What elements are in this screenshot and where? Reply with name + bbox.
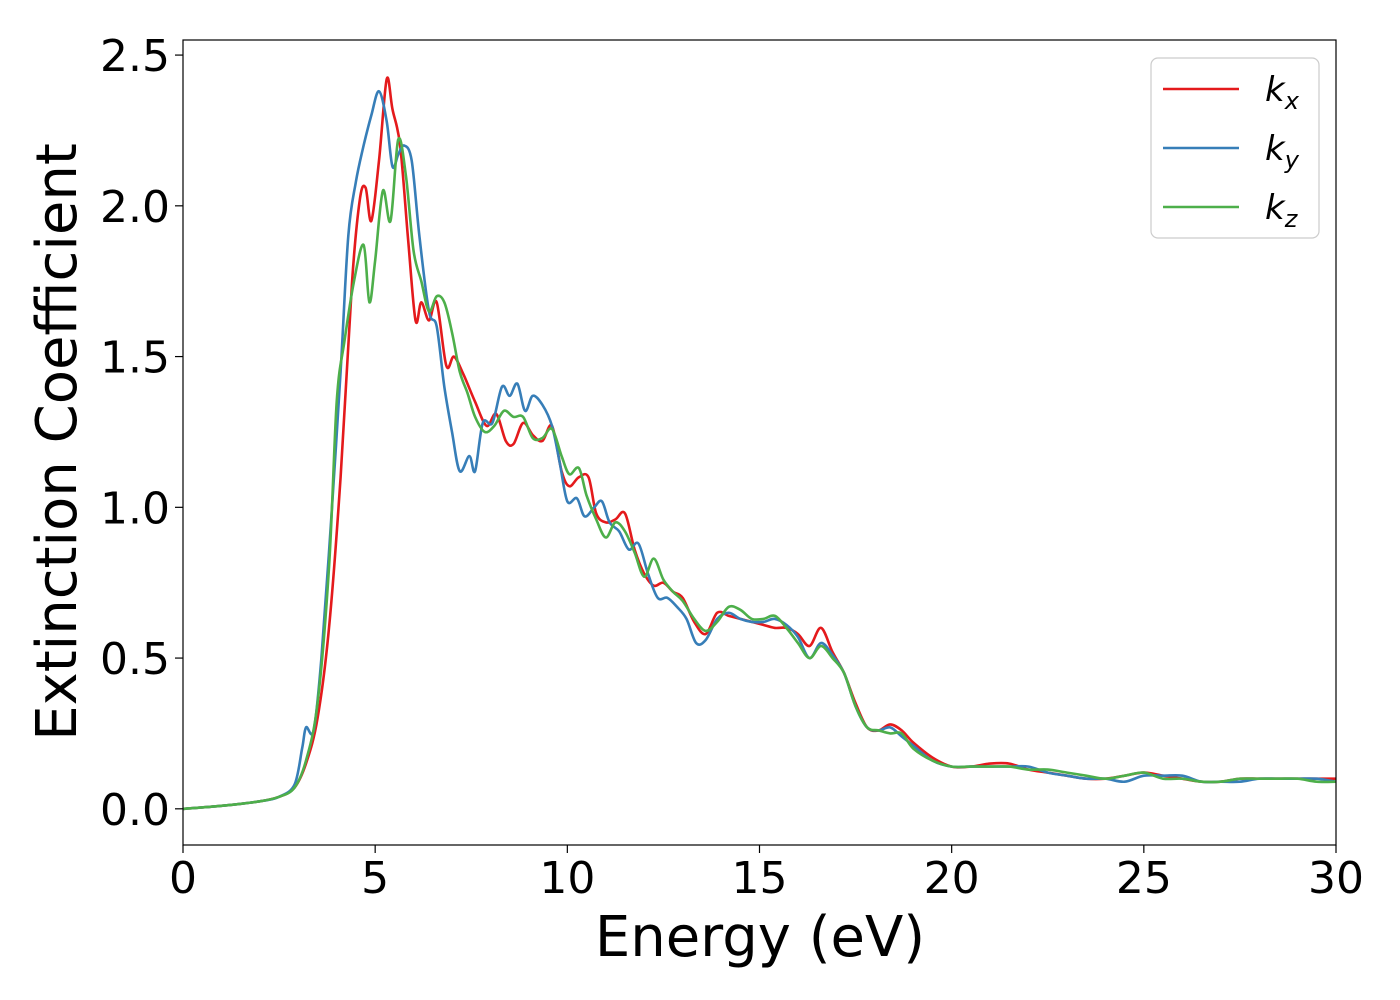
y-axis-label: Extinction Coefficient bbox=[25, 143, 90, 741]
series-line-ky bbox=[182, 89, 1337, 811]
x-tick-label: 20 bbox=[924, 853, 980, 904]
y-tick-label: 2.5 bbox=[100, 31, 170, 82]
legend-label-main: k bbox=[1265, 70, 1286, 110]
x-axis-label: Energy (eV) bbox=[595, 905, 925, 970]
legend-label-subscript: z bbox=[1284, 205, 1299, 233]
x-tick-label: 25 bbox=[1116, 853, 1172, 904]
legend-label-ky: ky bbox=[1265, 129, 1300, 174]
x-tick-label: 30 bbox=[1308, 853, 1364, 904]
y-tick-label: 0.5 bbox=[100, 634, 170, 685]
y-tick-label: 0.0 bbox=[100, 785, 170, 836]
legend-label-subscript: x bbox=[1284, 87, 1300, 115]
series-lines bbox=[182, 76, 1337, 811]
x-tick-label: 10 bbox=[539, 853, 595, 904]
y-tick-label: 2.0 bbox=[100, 182, 170, 233]
legend-label-subscript: y bbox=[1284, 146, 1300, 174]
legend-label-main: k bbox=[1265, 129, 1286, 169]
x-tick-label: 0 bbox=[169, 853, 197, 904]
y-tick-label: 1.5 bbox=[100, 333, 170, 384]
axis-ticks: 0 5 10 15 20 25 30 0.0 0.5 1.0 1.5 2.0 2.5 bbox=[100, 31, 1364, 904]
series-line-kz bbox=[182, 136, 1337, 811]
y-tick-label: 1.0 bbox=[100, 483, 170, 534]
legend-label-main: k bbox=[1265, 188, 1286, 228]
legend-label-kz: kz bbox=[1265, 188, 1299, 233]
x-tick-label: 15 bbox=[732, 853, 788, 904]
x-tick-label: 5 bbox=[361, 853, 389, 904]
legend-label-kx: kx bbox=[1265, 70, 1300, 115]
